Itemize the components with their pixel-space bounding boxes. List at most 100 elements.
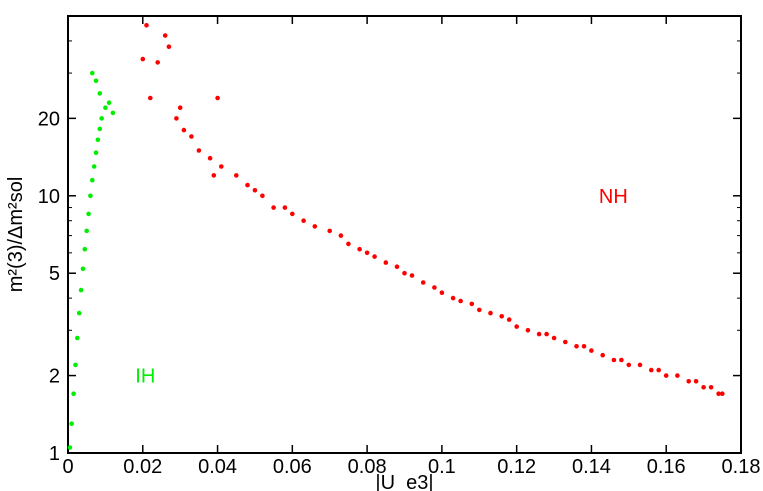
x-axis-label: |U_e3| <box>375 472 433 491</box>
data-point-nh <box>394 264 400 270</box>
data-points <box>67 23 725 450</box>
data-point-ih <box>67 445 73 450</box>
data-point-nh <box>619 357 624 363</box>
x-tick-label: 0.04 <box>198 456 237 478</box>
x-tick-label: 0.14 <box>572 456 611 478</box>
data-point-nh <box>181 127 187 133</box>
data-point-nh <box>420 280 426 285</box>
data-point-ih <box>95 137 101 143</box>
data-point-nh <box>458 298 463 304</box>
data-point-ih <box>99 116 104 121</box>
data-point-nh <box>477 307 482 313</box>
data-point-ih <box>91 164 97 169</box>
data-point-nh <box>177 105 183 110</box>
data-point-nh <box>189 134 194 139</box>
data-point-nh <box>499 314 505 319</box>
data-point-nh <box>252 188 258 193</box>
data-point-nh <box>364 250 370 256</box>
data-point-nh <box>219 164 224 169</box>
data-point-nh <box>663 373 669 378</box>
data-point-nh <box>148 95 153 101</box>
data-point-ih <box>90 177 95 183</box>
data-point-nh <box>162 33 168 38</box>
data-point-nh <box>626 362 632 368</box>
y-tick-label: 2 <box>49 366 60 388</box>
data-point-nh <box>166 44 172 49</box>
data-point-ih <box>73 362 78 368</box>
y-tick-label: 5 <box>49 263 60 285</box>
y-tick-label: 1 <box>49 443 60 465</box>
x-tick-label: 0.06 <box>273 456 312 478</box>
axis-ticks <box>67 16 742 454</box>
data-point-nh <box>215 95 220 101</box>
data-point-ih <box>90 70 95 76</box>
data-point-ih <box>69 421 74 427</box>
data-point-nh <box>245 182 250 188</box>
data-point-nh <box>649 367 654 373</box>
data-point-ih <box>110 110 116 116</box>
data-point-nh <box>207 155 213 161</box>
data-point-ih <box>97 91 103 96</box>
data-point-nh <box>469 301 475 307</box>
data-point-ih <box>106 100 112 105</box>
data-point-nh <box>402 270 407 276</box>
data-point-nh <box>720 391 725 397</box>
data-point-nh <box>600 352 605 358</box>
data-point-nh <box>656 367 661 373</box>
data-point-nh <box>536 331 542 337</box>
data-point-nh <box>675 373 680 378</box>
data-point-nh <box>563 339 568 345</box>
data-point-nh <box>708 385 714 390</box>
annotation-nh: NH <box>599 186 628 208</box>
data-point-nh <box>260 193 265 199</box>
x-tick-label: 0.1 <box>428 456 456 478</box>
data-point-nh <box>450 295 456 301</box>
data-point-nh <box>144 23 149 28</box>
data-point-nh <box>211 173 217 178</box>
data-point-nh <box>525 328 531 333</box>
data-point-nh <box>271 205 276 210</box>
data-point-nh <box>327 228 333 234</box>
annotation-ih: IH <box>135 366 155 388</box>
data-point-nh <box>155 60 160 65</box>
data-point-nh <box>439 290 445 296</box>
data-point-ih <box>80 266 86 272</box>
data-point-nh <box>372 254 377 259</box>
data-point-nh <box>282 205 288 210</box>
data-point-nh <box>716 391 721 397</box>
data-point-nh <box>432 285 437 290</box>
data-point-ih <box>93 78 99 84</box>
x-tick-label: 0.16 <box>647 456 686 478</box>
x-tick-label: 0.08 <box>348 456 387 478</box>
data-point-ih <box>82 246 88 252</box>
data-point-nh <box>701 385 706 390</box>
x-tick-label: 0.12 <box>497 456 536 478</box>
data-point-nh <box>301 218 306 223</box>
x-tick-label: 0 <box>62 456 73 478</box>
data-point-nh <box>693 379 699 384</box>
data-point-nh <box>611 357 617 363</box>
tick-labels: 0 0.02 0.04 0.06 0.08 0.1 0.12 0.14 0.16 0.18 1 2 5 1… <box>38 108 761 478</box>
data-point-ih <box>78 287 84 293</box>
y-axis-label: m²(3)/Δm²sol <box>5 177 27 293</box>
data-point-nh <box>174 116 179 121</box>
data-point-nh <box>338 233 344 238</box>
data-point-nh <box>140 56 146 62</box>
data-point-nh <box>290 211 295 217</box>
data-point-nh <box>686 379 691 384</box>
data-point-ih <box>86 211 91 217</box>
data-point-nh <box>312 224 318 229</box>
data-point-ih <box>84 228 89 234</box>
data-point-nh <box>488 310 493 316</box>
data-point-ih <box>93 150 99 155</box>
data-point-ih <box>71 391 76 397</box>
data-point-nh <box>589 348 594 353</box>
data-point-ih <box>75 335 80 341</box>
data-point-ih <box>103 105 108 110</box>
y-tick-label: 20 <box>38 108 60 130</box>
data-point-nh <box>357 246 362 252</box>
data-point-ih <box>88 193 93 199</box>
data-point-nh <box>346 241 351 247</box>
data-point-nh <box>514 324 519 329</box>
